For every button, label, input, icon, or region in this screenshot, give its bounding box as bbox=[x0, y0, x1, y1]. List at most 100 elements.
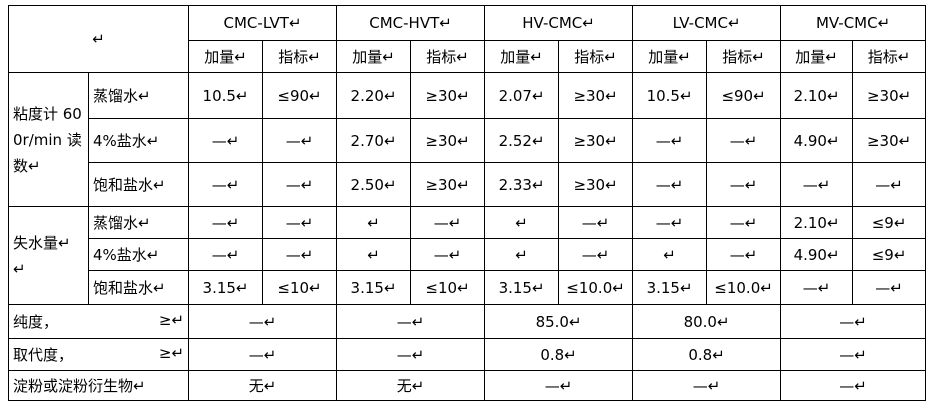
cell: —↵ bbox=[780, 162, 854, 207]
cell: —↵ bbox=[262, 238, 338, 271]
cell: 10.5↵ bbox=[188, 72, 264, 119]
cell: —↵ bbox=[632, 162, 708, 207]
cell: ≤9↵ bbox=[852, 238, 927, 271]
cell: —↵ bbox=[706, 238, 782, 271]
row-label: 4%盐水↵ bbox=[87, 118, 190, 163]
group-header: CMC-HVT↵ bbox=[336, 5, 486, 41]
cell: ≥30↵ bbox=[852, 118, 927, 163]
summary-cell: 0.8↵ bbox=[632, 338, 782, 371]
cell: 2.10↵ bbox=[780, 206, 854, 239]
cell: 2.70↵ bbox=[336, 118, 412, 163]
sub-header: 指标↵ bbox=[262, 40, 338, 73]
cell: ↵ bbox=[336, 238, 412, 271]
sub-header: 指标↵ bbox=[558, 40, 634, 73]
summary-cell: —↵ bbox=[188, 304, 338, 339]
cell: 10.5↵ bbox=[632, 72, 708, 119]
cell: ↵ bbox=[336, 206, 412, 239]
section-label: 失水量↵ ↵ bbox=[8, 206, 89, 305]
cell: —↵ bbox=[632, 206, 708, 239]
group-header: MV-CMC↵ bbox=[780, 5, 927, 41]
summary-cell: —↵ bbox=[780, 338, 927, 371]
spec-table: ↵ CMC-LVT↵ CMC-HVT↵ HV-CMC↵ LV-CMC↵ MV-CMC↵ 加量… bbox=[7, 5, 927, 401]
cell: —↵ bbox=[262, 162, 338, 207]
cell: —↵ bbox=[188, 206, 264, 239]
sub-header: 加量↵ bbox=[632, 40, 708, 73]
cell: —↵ bbox=[262, 206, 338, 239]
group-header: LV-CMC↵ bbox=[632, 5, 782, 41]
cell: 4.90↵ bbox=[780, 238, 854, 271]
sub-header: 加量↵ bbox=[780, 40, 854, 73]
summary-cell: —↵ bbox=[780, 370, 927, 401]
table-row: 饱和盐水↵ —↵ —↵ 2.50↵ ≥30↵ 2.33↵ ≥30↵ —↵ —↵ —↵ —↵ bbox=[9, 162, 927, 207]
summary-label-cell: 纯度， ≥↵ bbox=[7, 304, 190, 339]
group-header: CMC-LVT↵ bbox=[188, 5, 338, 41]
summary-cell: —↵ bbox=[632, 370, 782, 401]
summary-cell: —↵ bbox=[780, 304, 927, 339]
cell: ≤90↵ bbox=[706, 72, 782, 119]
section-label: 粘度计 600r/min 读数↵ bbox=[8, 72, 89, 207]
cell: —↵ bbox=[706, 206, 782, 239]
cell: ↵ bbox=[484, 206, 560, 239]
cell: ≤10.0↵ bbox=[706, 270, 782, 305]
cell: ≤90↵ bbox=[262, 72, 338, 119]
cell: ↵ bbox=[632, 238, 708, 271]
table-body: ↵ CMC-LVT↵ CMC-HVT↵ HV-CMC↵ LV-CMC↵ MV-CMC↵ 加量… bbox=[7, 5, 927, 401]
cell: 3.15↵ bbox=[188, 270, 264, 305]
cell: 2.52↵ bbox=[484, 118, 560, 163]
cell: 2.20↵ bbox=[336, 72, 412, 119]
summary-label: 淀粉或淀粉衍生物↵ bbox=[13, 377, 146, 395]
cell: 3.15↵ bbox=[484, 270, 560, 305]
cell: —↵ bbox=[852, 162, 927, 207]
cell: 4.90↵ bbox=[780, 118, 854, 163]
row-label: 4%盐水↵ bbox=[87, 238, 190, 271]
cell: ≤9↵ bbox=[852, 206, 927, 239]
summary-cell: —↵ bbox=[188, 338, 338, 371]
sub-header: 指标↵ bbox=[706, 40, 782, 73]
cell: —↵ bbox=[852, 270, 927, 305]
cell: ≤10↵ bbox=[262, 270, 338, 305]
cell: —↵ bbox=[410, 238, 486, 271]
cell: ≤10.0↵ bbox=[558, 270, 634, 305]
cell: ≥30↵ bbox=[410, 72, 486, 119]
summary-cell: 无↵ bbox=[336, 370, 486, 401]
cell: ≥30↵ bbox=[558, 72, 634, 119]
cell: —↵ bbox=[632, 118, 708, 163]
cell: —↵ bbox=[188, 238, 264, 271]
table-row: 淀粉或淀粉衍生物↵ 无↵ 无↵ —↵ —↵ —↵ bbox=[7, 370, 927, 401]
row-label: 蒸馏水↵ bbox=[87, 206, 190, 239]
table-row: ↵ CMC-LVT↵ CMC-HVT↵ HV-CMC↵ LV-CMC↵ MV-CMC↵ bbox=[7, 5, 927, 73]
summary-cell: —↵ bbox=[484, 370, 634, 401]
row-label: 饱和盐水↵ bbox=[87, 162, 190, 207]
cell: ≥30↵ bbox=[852, 72, 927, 119]
sub-header: 加量↵ bbox=[484, 40, 560, 73]
table-row: 4%盐水↵ —↵ —↵ ↵ —↵ ↵ —↵ ↵ —↵ 4.90↵ ≤9↵ bbox=[9, 238, 927, 271]
cell: —↵ bbox=[706, 162, 782, 207]
table-row: 粘度计 600r/min 读数↵ 蒸馏水↵ 10.5↵ ≤90↵ 2.20↵ ≥30↵ 2.… bbox=[8, 72, 927, 207]
cell: —↵ bbox=[410, 206, 486, 239]
cell: —↵ bbox=[706, 118, 782, 163]
summary-label: 纯度， bbox=[13, 313, 59, 331]
cell: ↵ bbox=[484, 238, 560, 271]
group-header: HV-CMC↵ bbox=[484, 5, 634, 41]
row-label: 饱和盐水↵ bbox=[87, 270, 190, 305]
cell: 2.07↵ bbox=[484, 72, 560, 119]
cell: 2.10↵ bbox=[780, 72, 854, 119]
summary-cell: 85.0↵ bbox=[484, 304, 634, 339]
cell: —↵ bbox=[188, 118, 264, 163]
sub-header: 加量↵ bbox=[188, 40, 264, 73]
cell: 2.33↵ bbox=[484, 162, 560, 207]
cell: 3.15↵ bbox=[336, 270, 412, 305]
sub-header: 加量↵ bbox=[336, 40, 412, 73]
cell: —↵ bbox=[262, 118, 338, 163]
cell: —↵ bbox=[558, 206, 634, 239]
summary-cell: —↵ bbox=[336, 338, 486, 371]
summary-label: 取代度， bbox=[13, 346, 74, 364]
cell: —↵ bbox=[188, 162, 264, 207]
table-row: 取代度， ≥↵ —↵ —↵ 0.8↵ 0.8↵ —↵ bbox=[7, 338, 927, 371]
cell: 2.50↵ bbox=[336, 162, 412, 207]
summary-sign: ≥↵ bbox=[158, 311, 185, 329]
cell: ≤10↵ bbox=[410, 270, 486, 305]
cell: ≥30↵ bbox=[410, 118, 486, 163]
sub-header: 指标↵ bbox=[410, 40, 486, 73]
